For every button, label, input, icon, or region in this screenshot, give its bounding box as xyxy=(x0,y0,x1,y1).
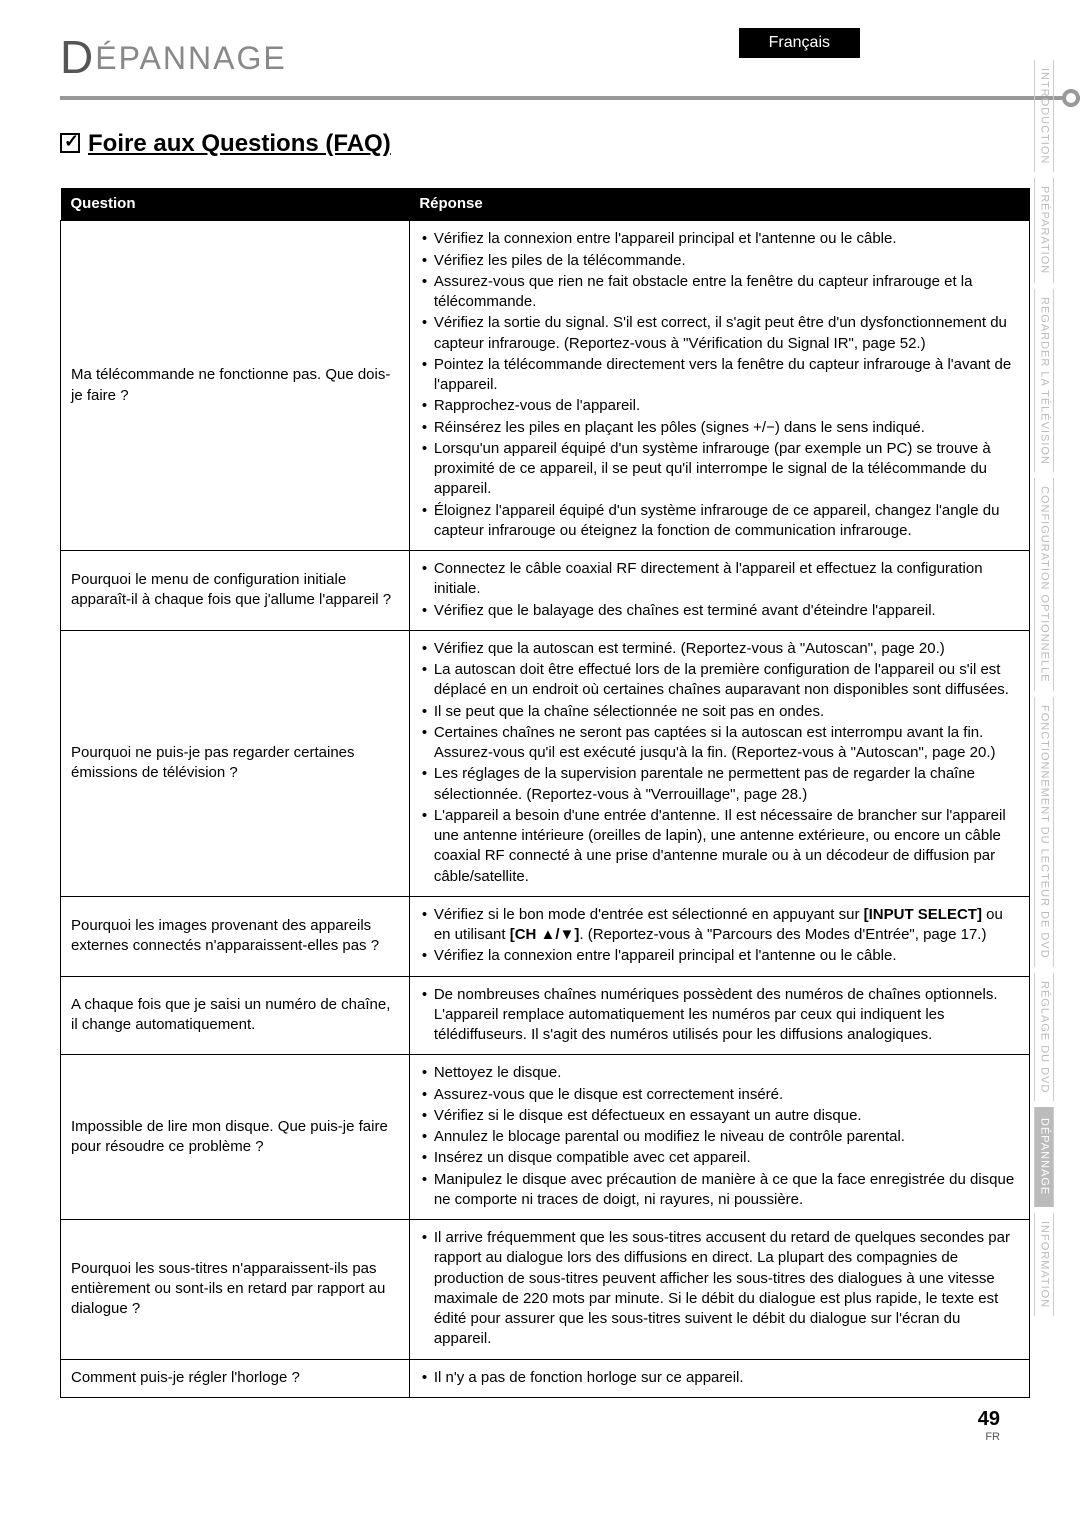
side-tab[interactable]: FONCTIONNEMENT DU LECTEUR DE DVD xyxy=(1034,697,1054,967)
page-lang: FR xyxy=(60,1431,1030,1443)
answer-item: Vérifiez la connexion entre l'appareil p… xyxy=(420,229,1019,249)
answer-item: Annulez le blocage parental ou modifiez … xyxy=(420,1127,1019,1147)
side-tab[interactable]: CONFIGURATION OPTIONNELLE xyxy=(1034,478,1054,691)
table-row: A chaque fois que je saisi un numéro de … xyxy=(61,976,1030,1055)
answer-item: De nombreuses chaînes numériques possède… xyxy=(420,985,1019,1046)
faq-table: Question Réponse Ma télécommande ne fonc… xyxy=(60,188,1030,1398)
answer-item: Il arrive fréquemment que les sous-titre… xyxy=(420,1228,1019,1350)
answer-cell: Il n'y a pas de fonction horloge sur ce … xyxy=(409,1359,1029,1397)
answer-item: Insérez un disque compatible avec cet ap… xyxy=(420,1148,1019,1168)
question-cell: Pourquoi les sous-titres n'apparaissent-… xyxy=(61,1220,410,1360)
answer-item: Nettoyez le disque. xyxy=(420,1063,1019,1083)
answer-item: Vérifiez la connexion entre l'appareil p… xyxy=(420,946,1019,966)
answer-cell: Vérifiez la connexion entre l'appareil p… xyxy=(409,221,1029,551)
answer-item: Vérifiez les piles de la télécommande. xyxy=(420,251,1019,271)
page-number: 49 xyxy=(60,1408,1030,1431)
side-tabs: INTRODUCTION PRÉPARATION REGARDER LA TÉLÉV… xyxy=(1034,60,1072,1322)
answer-item: Les réglages de la supervision parentale… xyxy=(420,764,1019,805)
col-question: Question xyxy=(61,188,410,221)
answer-item: Vérifiez que le balayage des chaînes est… xyxy=(420,601,1019,621)
answer-item: Vérifiez si le disque est défectueux en … xyxy=(420,1106,1019,1126)
table-row: Pourquoi ne puis-je pas regarder certain… xyxy=(61,630,1030,896)
answer-item: Assurez-vous que le disque est correctem… xyxy=(420,1085,1019,1105)
divider-line xyxy=(60,96,1080,100)
side-tab[interactable]: INFORMATION xyxy=(1034,1213,1054,1316)
table-row: Impossible de lire mon disque. Que puis-… xyxy=(61,1055,1030,1220)
table-row: Pourquoi les sous-titres n'apparaissent-… xyxy=(61,1220,1030,1360)
answer-item: La autoscan doit être effectué lors de l… xyxy=(420,660,1019,701)
answer-item: Assurez-vous que rien ne fait obstacle e… xyxy=(420,272,1019,313)
table-row: Comment puis-je régler l'horloge ? Il n'y… xyxy=(61,1359,1030,1397)
question-cell: Impossible de lire mon disque. Que puis-… xyxy=(61,1055,410,1220)
section-title-text: ÉPANNAGE xyxy=(95,40,286,76)
answer-item: Vérifiez que la autoscan est terminé. (R… xyxy=(420,639,1019,659)
answer-item: Pointez la télécommande directement vers… xyxy=(420,355,1019,396)
language-tab: Français xyxy=(739,28,860,58)
question-cell: Pourquoi le menu de configuration initia… xyxy=(61,551,410,631)
faq-heading: Foire aux Questions (FAQ) xyxy=(60,130,1030,158)
answer-cell: Vérifiez que la autoscan est terminé. (R… xyxy=(409,630,1029,896)
question-cell: A chaque fois que je saisi un numéro de … xyxy=(61,976,410,1055)
check-icon xyxy=(60,133,80,153)
answer-item: Réinsérez les piles en plaçant les pôles… xyxy=(420,418,1019,438)
table-row: Pourquoi le menu de configuration initia… xyxy=(61,551,1030,631)
answer-item: Lorsqu'un appareil équipé d'un système i… xyxy=(420,439,1019,500)
table-row: Pourquoi les images provenant des appare… xyxy=(61,896,1030,976)
answer-item: Manipulez le disque avec précaution de m… xyxy=(420,1170,1019,1211)
section-heading: DÉPANNAGE xyxy=(60,30,1030,84)
side-tab[interactable]: REGARDER LA TÉLÉVISION xyxy=(1034,289,1054,473)
answer-item: Vérifiez si le bon mode d'entrée est sél… xyxy=(420,905,1019,946)
answer-cell: Nettoyez le disque.Assurez-vous que le d… xyxy=(409,1055,1029,1220)
section-initial: D xyxy=(60,31,95,83)
side-tab[interactable]: PRÉPARATION xyxy=(1034,178,1054,282)
faq-heading-text: Foire aux Questions (FAQ) xyxy=(88,130,391,157)
side-tab[interactable]: INTRODUCTION xyxy=(1034,60,1054,172)
question-cell: Pourquoi ne puis-je pas regarder certain… xyxy=(61,630,410,896)
answer-cell: De nombreuses chaînes numériques possède… xyxy=(409,976,1029,1055)
side-tab[interactable]: RÉGLAGE DU DVD xyxy=(1034,973,1054,1101)
answer-cell: Il arrive fréquemment que les sous-titre… xyxy=(409,1220,1029,1360)
answer-item: Connectez le câble coaxial RF directemen… xyxy=(420,559,1019,600)
answer-item: Il se peut que la chaîne sélectionnée ne… xyxy=(420,702,1019,722)
answer-item: Rapprochez-vous de l'appareil. xyxy=(420,396,1019,416)
col-answer: Réponse xyxy=(409,188,1029,221)
answer-item: L'appareil a besoin d'une entrée d'anten… xyxy=(420,806,1019,887)
page: Français DÉPANNAGE Foire aux Questions (… xyxy=(0,0,1080,1463)
question-cell: Pourquoi les images provenant des appare… xyxy=(61,896,410,976)
question-cell: Ma télécommande ne fonctionne pas. Que d… xyxy=(61,221,410,551)
answer-item: Certaines chaînes ne seront pas captées … xyxy=(420,723,1019,764)
answer-item: Vérifiez la sortie du signal. S'il est c… xyxy=(420,313,1019,354)
side-tab[interactable]: DÉPANNAGE xyxy=(1034,1107,1054,1207)
table-row: Ma télécommande ne fonctionne pas. Que d… xyxy=(61,221,1030,551)
question-cell: Comment puis-je régler l'horloge ? xyxy=(61,1359,410,1397)
answer-cell: Vérifiez si le bon mode d'entrée est sél… xyxy=(409,896,1029,976)
answer-item: Il n'y a pas de fonction horloge sur ce … xyxy=(420,1368,1019,1388)
answer-cell: Connectez le câble coaxial RF directemen… xyxy=(409,551,1029,631)
divider xyxy=(60,90,1030,110)
answer-item: Éloignez l'appareil équipé d'un système … xyxy=(420,501,1019,542)
